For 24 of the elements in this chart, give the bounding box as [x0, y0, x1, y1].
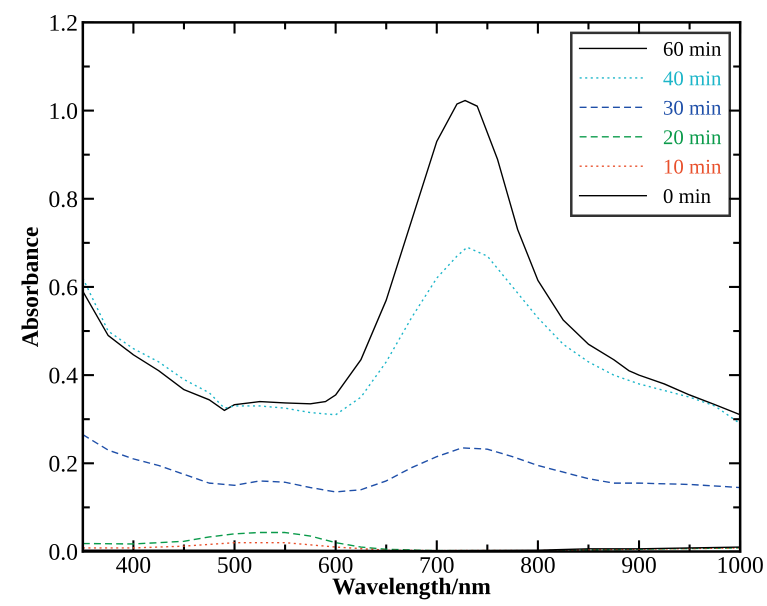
legend-label: 20 min	[664, 130, 722, 144]
x-tick-label: 900	[622, 557, 656, 573]
y-tick-label: 0.6	[49, 279, 78, 296]
y-tick-label: 0.0	[49, 544, 78, 560]
legend-label: 0 min	[664, 189, 711, 204]
y-tick-label: 0.8	[49, 191, 78, 208]
y-tick-label: 0.4	[49, 368, 78, 384]
x-tick-label: 800	[521, 557, 555, 573]
x-tick-label: 600	[318, 557, 352, 573]
y-tick-label: 1.2	[50, 14, 77, 31]
legend-label: 40 min	[663, 71, 722, 86]
y-tick-label: 1.0	[50, 103, 78, 120]
x-tick-label: 400	[116, 557, 150, 573]
x-tick-label: 1000	[718, 557, 763, 573]
legend-label: 10 min	[664, 160, 722, 174]
legend-label: 30 min	[664, 100, 722, 115]
y-axis-title: Absorbance	[21, 227, 38, 348]
line-series	[82, 434, 740, 493]
x-axis-title: Wavelength/nm	[332, 578, 490, 600]
x-tick-label: 700	[420, 557, 454, 573]
x-tick-label: 500	[218, 557, 252, 573]
line-series	[82, 246, 740, 424]
y-tick-label: 0.2	[49, 456, 77, 472]
legend-label: 60 min	[664, 42, 722, 56]
